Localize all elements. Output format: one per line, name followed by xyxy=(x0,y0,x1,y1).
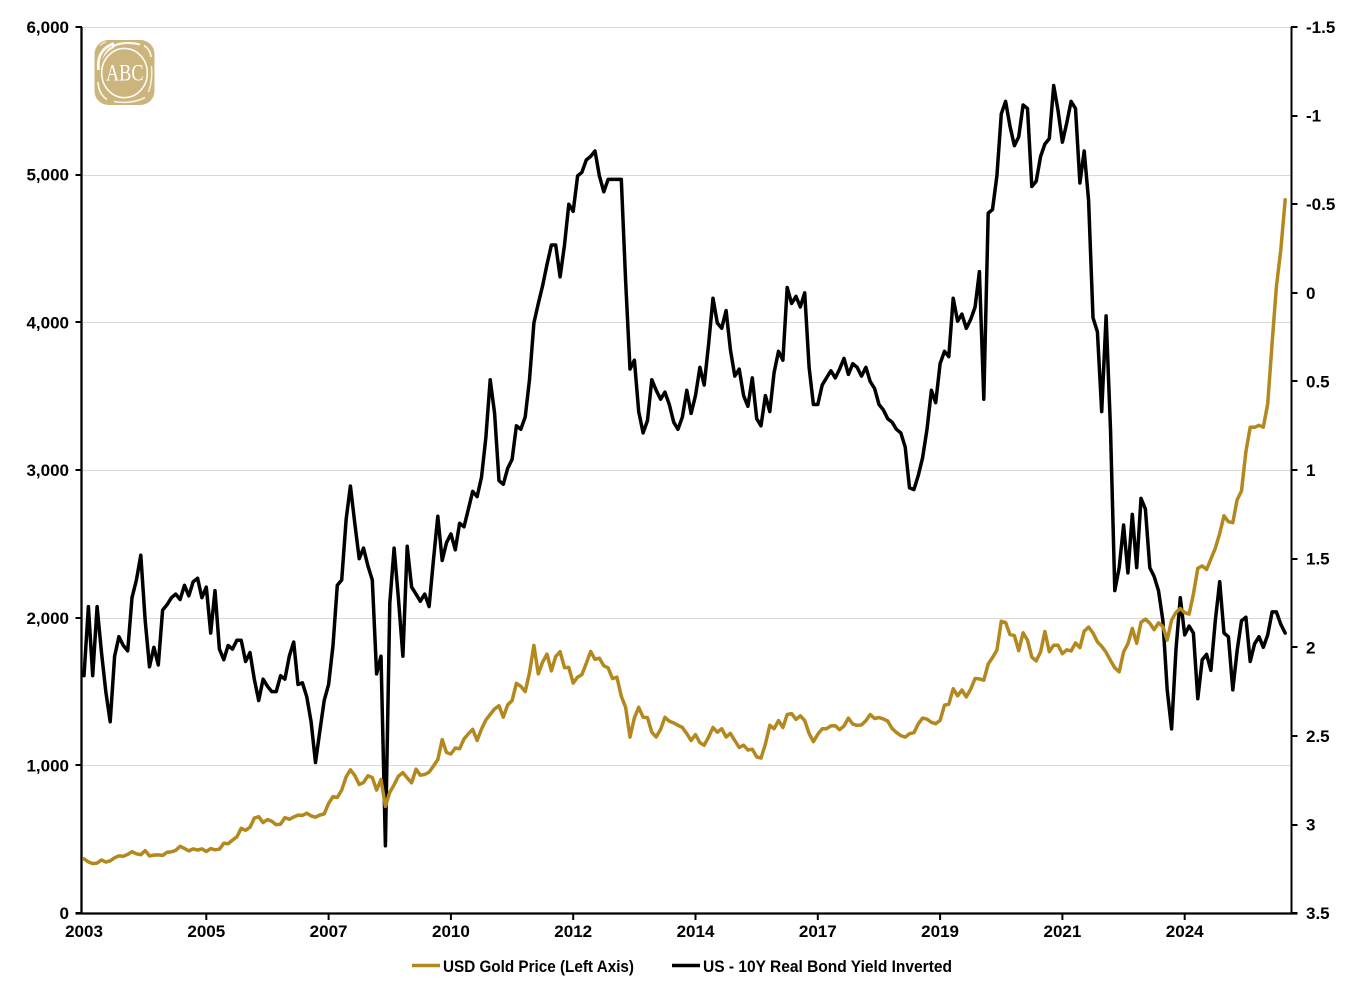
svg-text:0: 0 xyxy=(60,904,69,923)
svg-text:3.5: 3.5 xyxy=(1306,904,1330,923)
svg-text:2010: 2010 xyxy=(432,922,470,941)
svg-text:USD Gold Price (Left Axis): USD Gold Price (Left Axis) xyxy=(443,957,634,976)
svg-text:2021: 2021 xyxy=(1043,922,1081,941)
svg-text:3,000: 3,000 xyxy=(26,461,69,480)
svg-text:2003: 2003 xyxy=(65,922,103,941)
svg-text:1: 1 xyxy=(1306,461,1315,480)
svg-text:4,000: 4,000 xyxy=(26,313,69,332)
svg-text:2.5: 2.5 xyxy=(1306,727,1330,746)
svg-text:2: 2 xyxy=(1306,638,1315,657)
svg-text:1,000: 1,000 xyxy=(26,757,69,776)
svg-text:2017: 2017 xyxy=(799,922,837,941)
svg-text:6,000: 6,000 xyxy=(26,18,69,37)
svg-text:-0.5: -0.5 xyxy=(1306,195,1335,214)
svg-text:1.5: 1.5 xyxy=(1306,550,1330,569)
svg-text:2007: 2007 xyxy=(310,922,348,941)
svg-text:0: 0 xyxy=(1306,284,1315,303)
svg-text:3: 3 xyxy=(1306,816,1315,835)
svg-text:2014: 2014 xyxy=(677,922,715,941)
svg-text:ABC: ABC xyxy=(106,61,144,86)
svg-text:2024: 2024 xyxy=(1166,922,1204,941)
svg-text:2,000: 2,000 xyxy=(26,609,69,628)
svg-text:5,000: 5,000 xyxy=(26,166,69,185)
svg-text:US - 10Y Real Bond Yield Inver: US - 10Y Real Bond Yield Inverted xyxy=(703,957,952,976)
svg-text:0.5: 0.5 xyxy=(1306,373,1330,392)
svg-text:2019: 2019 xyxy=(921,922,959,941)
svg-text:2005: 2005 xyxy=(187,922,225,941)
svg-text:-1: -1 xyxy=(1306,107,1321,126)
svg-text:2012: 2012 xyxy=(554,922,592,941)
svg-text:-1.5: -1.5 xyxy=(1306,18,1335,37)
